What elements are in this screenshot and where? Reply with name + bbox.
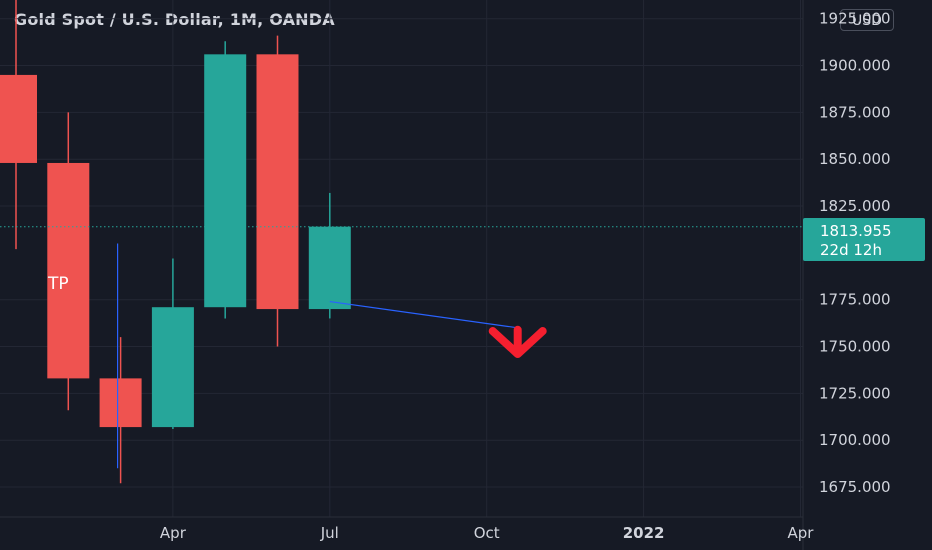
chart-title: Gold Spot / U.S. Dollar, 1M, OANDA bbox=[14, 10, 335, 29]
tp-label: TP bbox=[47, 274, 69, 294]
candle-body bbox=[151, 307, 194, 428]
candle-body bbox=[256, 54, 299, 310]
price-tick-label: 1875.000 bbox=[819, 103, 891, 121]
price-tick-label: 1675.000 bbox=[819, 478, 891, 496]
bar-countdown: 22d 12h bbox=[820, 241, 882, 259]
candle bbox=[256, 35, 299, 347]
candle-body bbox=[99, 378, 142, 428]
price-tick-label: 1900.000 bbox=[819, 57, 891, 75]
candles bbox=[0, 0, 351, 484]
candle bbox=[308, 192, 351, 319]
price-tick-label: 1775.000 bbox=[819, 291, 891, 309]
trend-line[interactable] bbox=[329, 300, 518, 329]
price-axis[interactable]: 1925.000 1900.000 1875.000 1850.000 1825.000… bbox=[802, 0, 891, 550]
price-tick-label: 1750.000 bbox=[819, 338, 891, 356]
candle bbox=[204, 41, 247, 319]
annotations: TP bbox=[47, 243, 547, 469]
price-tick-label: 1925.000 bbox=[819, 10, 891, 28]
grid-lines bbox=[0, 0, 803, 517]
candle-body bbox=[204, 54, 247, 308]
candle bbox=[0, 0, 37, 250]
time-tick-label: 2022 bbox=[623, 524, 665, 542]
last-price-value: 1813.955 bbox=[820, 222, 892, 240]
time-tick-label: Jul bbox=[320, 524, 339, 542]
candle-body bbox=[47, 162, 90, 379]
down-arrow-icon bbox=[488, 325, 547, 359]
time-tick-label: Apr bbox=[160, 524, 187, 542]
candle-body bbox=[308, 226, 351, 310]
candle-body bbox=[0, 74, 37, 163]
currency-button[interactable]: USD bbox=[840, 9, 894, 31]
price-tick-label: 1850.000 bbox=[819, 150, 891, 168]
candle bbox=[99, 337, 142, 484]
price-tick-label: 1700.000 bbox=[819, 431, 891, 449]
last-price-badge: 1813.955 22d 12h bbox=[803, 218, 925, 261]
time-axis[interactable]: Apr Jul Oct 2022 Apr bbox=[160, 524, 814, 542]
candle bbox=[47, 112, 90, 411]
candle bbox=[151, 258, 194, 429]
price-tick-label: 1725.000 bbox=[819, 384, 891, 402]
time-tick-label: Oct bbox=[474, 524, 500, 542]
time-tick-label: Apr bbox=[788, 524, 815, 542]
price-tick-label: 1825.000 bbox=[819, 197, 891, 215]
